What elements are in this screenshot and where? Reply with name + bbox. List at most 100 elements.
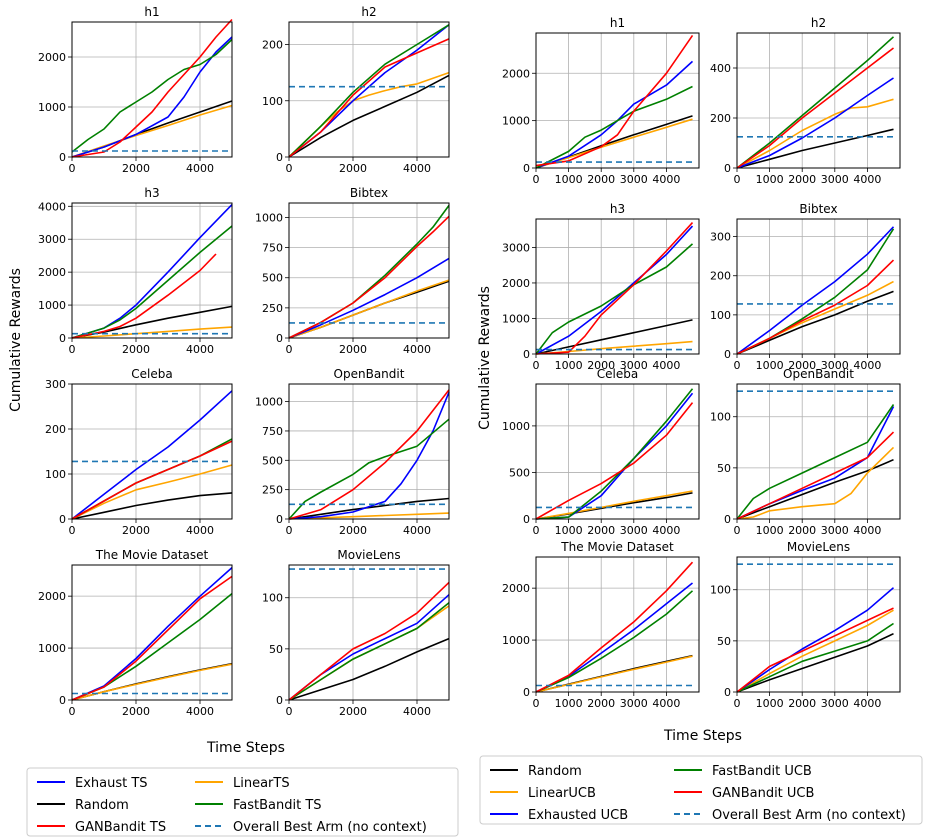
- legend-label-best: Overall Best Arm (no context): [712, 808, 906, 823]
- plot-area: [536, 33, 699, 168]
- x-tick-label: 4000: [186, 524, 214, 537]
- plot-area: [72, 22, 232, 157]
- y-tick-label: 100: [262, 592, 283, 605]
- y-tick-label: 400: [710, 62, 731, 75]
- y-tick-label: 0: [276, 151, 283, 164]
- panel-title: Bibtex: [350, 186, 388, 200]
- x-tick-label: 4000: [186, 705, 214, 718]
- x-tick-label: 0: [69, 343, 76, 356]
- plot-area: [289, 384, 449, 519]
- panel-title: h1: [144, 5, 159, 19]
- y-tick-label: 2000: [38, 590, 66, 603]
- y-tick-label: 0: [59, 151, 66, 164]
- chart-panel-ucb-h3: 0 1000 2000 3000 4000 0 1000 2000 3000 h3: [502, 202, 699, 372]
- legend-label-ganbandit: GANBandit UCB: [712, 786, 814, 801]
- chart-panel-ts-bibtex: 0 2000 400002505007501000Bibtex: [255, 186, 449, 356]
- y-tick-label: 1000: [255, 396, 283, 409]
- panel-title: MovieLens: [337, 548, 400, 562]
- x-tick-label: 4000: [403, 343, 431, 356]
- x-tick-label: 0: [69, 524, 76, 537]
- x-tick-label: 2000: [587, 524, 615, 537]
- y-tick-label: 2000: [38, 266, 66, 279]
- x-tick-label: 2000: [587, 697, 615, 710]
- plot-area: [737, 557, 900, 692]
- legend-label-exhaust: Exhaust TS: [75, 776, 148, 791]
- chart-panel-ucb-bibtex: 0 1000 2000 3000 40000100200300Bibtex: [710, 202, 900, 372]
- panel-title: OpenBandit: [334, 367, 405, 381]
- y-tick-label: 0: [724, 686, 731, 699]
- y-tick-label: 750: [262, 425, 283, 438]
- legend-label-exhaust: Exhausted UCB: [528, 808, 628, 823]
- y-tick-label: 250: [262, 484, 283, 497]
- x-tick-label: 1000: [555, 524, 583, 537]
- x-tick-label: 0: [69, 705, 76, 718]
- chart-panel-ucb-h2: 0 1000 2000 3000 4000 0 200 400 h2: [710, 16, 900, 186]
- x-tick-label: 3000: [620, 173, 648, 186]
- y-tick-label: 0: [276, 513, 283, 526]
- x-tick-label: 4000: [652, 359, 680, 372]
- x-tick-label: 2000: [788, 697, 816, 710]
- y-tick-label: 0: [724, 513, 731, 526]
- x-tick-label: 3000: [821, 173, 849, 186]
- y-tick-label: 0: [523, 162, 530, 175]
- x-tick-label: 2000: [788, 524, 816, 537]
- x-tick-label: 0: [286, 343, 293, 356]
- chart-panel-ts-h1: 0 2000 4000 0 1000 2000 h1: [38, 5, 232, 175]
- right-ylabel: Cumulative Rewards: [477, 286, 493, 430]
- x-tick-label: 2000: [339, 162, 367, 175]
- y-tick-label: 200: [262, 39, 283, 52]
- legend-right: Random LinearUCB Exhausted UCB FastBandit U…: [480, 756, 922, 824]
- legend-left: Exhaust TS Random GANBandit TS LinearTS Fast…: [27, 768, 458, 836]
- plot-area: [289, 22, 449, 157]
- left-ylabel: Cumulative Rewards: [8, 268, 24, 412]
- x-tick-label: 2000: [788, 173, 816, 186]
- legend-label-fastbandit: FastBandit TS: [233, 798, 322, 813]
- y-tick-label: 100: [262, 95, 283, 108]
- y-tick-label: 1000: [38, 299, 66, 312]
- chart-panel-ts-movielens: 0 2000 4000050100MovieLens: [262, 548, 449, 718]
- legend-label-linear: LinearUCB: [528, 786, 596, 801]
- left-xlabel: Time Steps: [206, 740, 285, 756]
- legend-label-random: Random: [75, 798, 129, 813]
- panel-title: h3: [610, 202, 625, 216]
- x-tick-label: 0: [734, 359, 741, 372]
- x-tick-label: 1000: [756, 173, 784, 186]
- x-tick-label: 1000: [555, 359, 583, 372]
- x-tick-label: 0: [734, 697, 741, 710]
- chart-panel-ts-openbandit: 0 2000 400002505007501000OpenBandit: [255, 367, 449, 537]
- x-tick-label: 0: [533, 359, 540, 372]
- chart-panel-ucb-celeba: 0 1000 2000 3000 4000 0 500 1000 Celeba: [502, 367, 699, 537]
- y-tick-label: 0: [523, 686, 530, 699]
- y-tick-label: 300: [45, 378, 66, 391]
- x-tick-label: 0: [286, 705, 293, 718]
- x-tick-label: 0: [734, 173, 741, 186]
- y-tick-label: 50: [717, 462, 731, 475]
- y-tick-label: 50: [717, 635, 731, 648]
- y-tick-label: 500: [262, 454, 283, 467]
- x-tick-label: 1000: [756, 359, 784, 372]
- y-tick-label: 500: [509, 466, 530, 479]
- x-tick-label: 2000: [339, 705, 367, 718]
- x-tick-label: 0: [734, 524, 741, 537]
- legend-label-linear: LinearTS: [233, 776, 290, 791]
- x-tick-label: 3000: [821, 697, 849, 710]
- x-tick-label: 3000: [821, 524, 849, 537]
- y-tick-label: 250: [262, 302, 283, 315]
- plot-area: [536, 219, 699, 354]
- chart-panel-ucb-the-movie-dataset: 0 1000 2000 3000 4000010002000The Movie Data…: [502, 540, 699, 710]
- x-tick-label: 3000: [620, 697, 648, 710]
- plot-area: [737, 384, 900, 519]
- panel-title: MovieLens: [787, 540, 850, 554]
- panel-title: h3: [144, 186, 159, 200]
- y-tick-label: 0: [724, 348, 731, 361]
- right-xlabel: Time Steps: [663, 728, 742, 744]
- x-tick-label: 4000: [853, 524, 881, 537]
- x-tick-label: 0: [533, 173, 540, 186]
- x-tick-label: 1000: [555, 173, 583, 186]
- panel-title: h2: [361, 5, 376, 19]
- y-tick-label: 4000: [38, 200, 66, 213]
- x-tick-label: 4000: [652, 173, 680, 186]
- x-tick-label: 4000: [853, 173, 881, 186]
- y-tick-label: 2000: [502, 582, 530, 595]
